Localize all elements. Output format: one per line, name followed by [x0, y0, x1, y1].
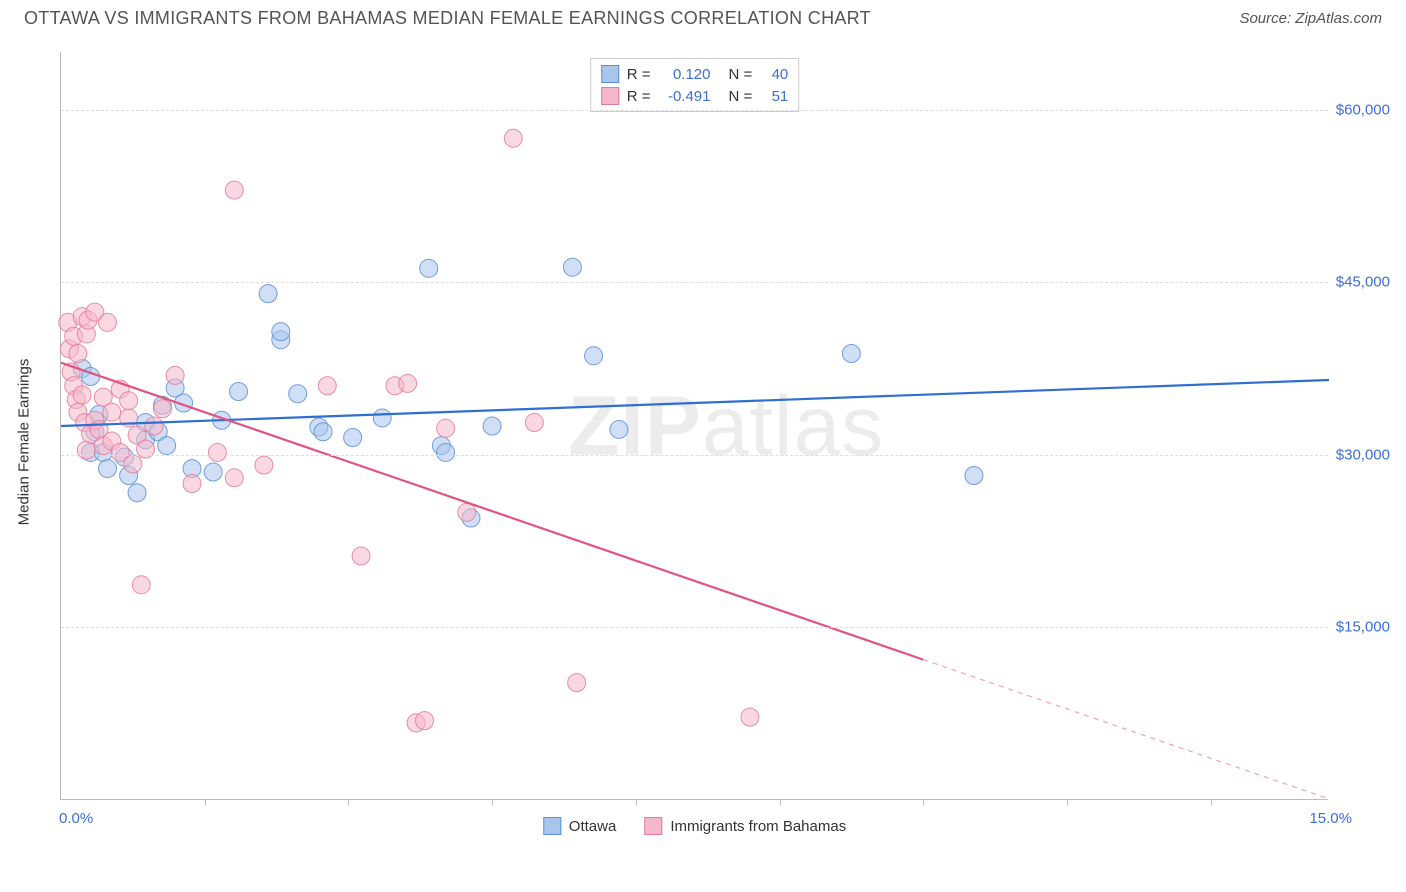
x-axis-start: 0.0%: [59, 810, 93, 827]
stats-row: R = -0.491 N = 51: [601, 85, 789, 107]
legend-swatch: [644, 817, 662, 835]
x-tick-mark: [205, 799, 206, 805]
stat-n-value: 40: [760, 66, 788, 83]
stat-r-value: -0.491: [659, 88, 711, 105]
gridline: [61, 455, 1328, 456]
y-tick-label: $60,000: [1334, 101, 1390, 118]
plot-wrapper: Median Female Earnings ZIPatlas R =0.120…: [28, 46, 1388, 838]
legend-item: Immigrants from Bahamas: [644, 817, 846, 835]
legend-swatch: [601, 65, 619, 83]
stat-r-label: R =: [627, 66, 651, 83]
legend-item: Ottawa: [543, 817, 617, 835]
legend-swatch: [601, 87, 619, 105]
chart-source: Source: ZipAtlas.com: [1239, 10, 1382, 27]
plot-area: ZIPatlas R =0.120N =40R =-0.491N =51 Ott…: [60, 52, 1328, 800]
stat-r-label: R =: [627, 88, 651, 105]
y-axis-label: Median Female Earnings: [16, 359, 33, 526]
stats-box: R = 0.120 N = 40 R = -0.491 N = 51: [590, 58, 800, 112]
y-tick-label: $45,000: [1334, 274, 1390, 291]
y-tick-label: $30,000: [1334, 446, 1390, 463]
legend-label: Ottawa: [569, 818, 617, 835]
x-axis-end: 15.0%: [1309, 810, 1352, 827]
x-tick-mark: [348, 799, 349, 805]
stat-n-value: 51: [760, 88, 788, 105]
scatter-svg: [61, 52, 1328, 799]
x-tick-mark: [492, 799, 493, 805]
x-tick-mark: [636, 799, 637, 805]
stat-n-label: N =: [729, 66, 753, 83]
gridline: [61, 627, 1328, 628]
x-tick-mark: [780, 799, 781, 805]
legend-swatch: [543, 817, 561, 835]
y-tick-label: $15,000: [1334, 619, 1390, 636]
x-tick-mark: [923, 799, 924, 805]
gridline: [61, 110, 1328, 111]
legend-label: Immigrants from Bahamas: [670, 818, 846, 835]
x-tick-mark: [1067, 799, 1068, 805]
gridline: [61, 282, 1328, 283]
legend-bottom: Ottawa Immigrants from Bahamas: [543, 817, 846, 835]
x-tick-mark: [1211, 799, 1212, 805]
chart-header: OTTAWA VS IMMIGRANTS FROM BAHAMAS MEDIAN…: [0, 0, 1406, 35]
stats-row: R = 0.120 N = 40: [601, 63, 789, 85]
stat-n-label: N =: [729, 88, 753, 105]
stat-r-value: 0.120: [659, 66, 711, 83]
chart-title: OTTAWA VS IMMIGRANTS FROM BAHAMAS MEDIAN…: [24, 8, 871, 29]
